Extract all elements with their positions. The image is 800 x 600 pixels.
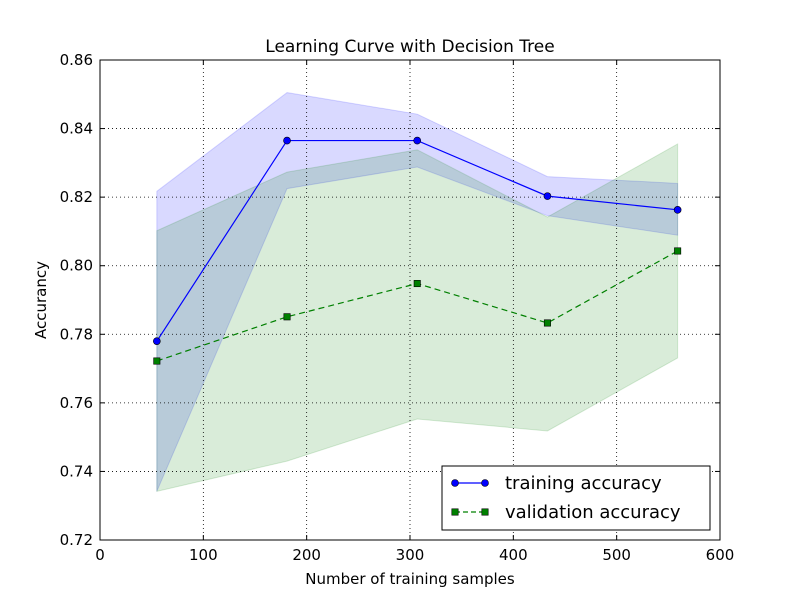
x-tick-label: 400 (499, 546, 528, 564)
data-point (283, 136, 291, 145)
data-point (153, 337, 161, 345)
legend-marker (451, 508, 459, 516)
x-tick-label: 200 (292, 546, 321, 564)
legend-marker (481, 508, 489, 516)
x-axis-label: Number of training samples (305, 570, 515, 588)
data-point (153, 357, 161, 365)
x-tick-label: 500 (602, 546, 631, 564)
y-tick-label: 0.74 (60, 462, 93, 480)
data-point (673, 206, 682, 214)
data-point (674, 247, 682, 255)
data-point (543, 192, 552, 200)
legend-marker (451, 479, 459, 487)
plot-area: 0 100 200 300 400 500 600 0.72 0.74 0.76 0.78 0.80 0… (60, 51, 735, 564)
legend-marker (481, 479, 489, 487)
y-tick-label: 0.82 (60, 188, 93, 206)
legend-label-0: training accuracy (505, 473, 662, 494)
chart-title: Learning Curve with Decision Tree (265, 37, 554, 57)
y-tick-label: 0.78 (60, 325, 93, 343)
legend-box (441, 465, 711, 531)
data-point (413, 136, 422, 145)
y-tick-label: 0.76 (60, 394, 93, 412)
y-axis-label: Accurancy (32, 261, 50, 339)
data-point (413, 280, 421, 288)
x-tick-label: 100 (189, 546, 218, 564)
x-tick-label: 600 (706, 546, 735, 564)
y-tick-label: 0.72 (60, 531, 93, 549)
legend-label-1: validation accuracy (505, 502, 681, 523)
y-tick-label: 0.80 (60, 257, 93, 275)
x-tick-label: 300 (396, 546, 425, 564)
data-point (283, 313, 291, 321)
data-point (543, 319, 551, 327)
legend: training accuracy validation accuracy (441, 465, 711, 531)
confidence-band-1 (156, 143, 679, 492)
y-tick-label: 0.86 (60, 51, 93, 69)
y-tick-label: 0.84 (60, 120, 93, 138)
confidence-band-0 (156, 92, 679, 492)
x-tick-label: 0 (95, 546, 105, 564)
